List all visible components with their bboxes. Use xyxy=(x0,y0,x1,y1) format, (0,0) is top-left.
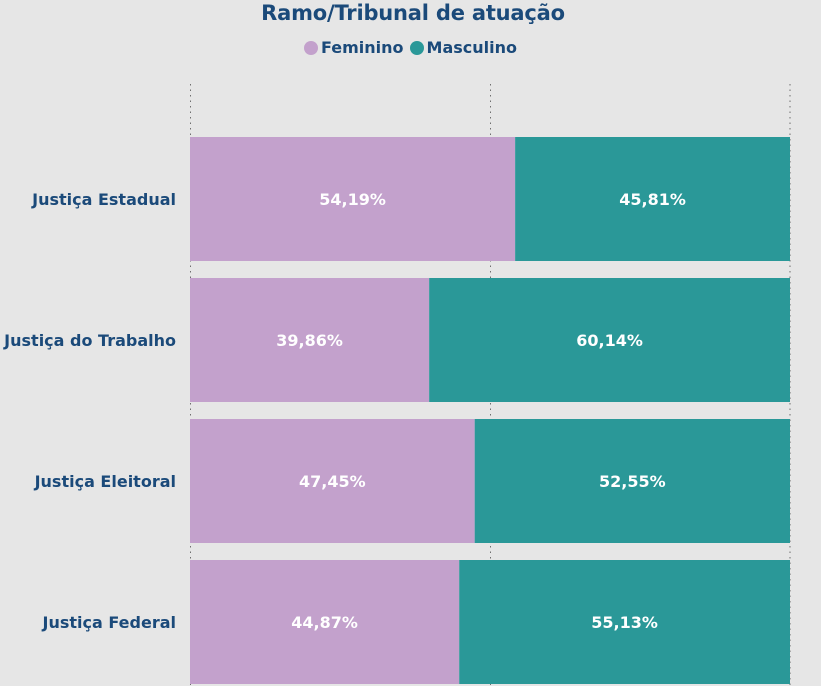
legend: Feminino Masculino xyxy=(0,38,821,57)
bar-feminino xyxy=(190,278,430,402)
legend-label-feminino: Feminino xyxy=(320,38,404,57)
category-label: Justiça do Trabalho xyxy=(3,331,176,350)
legend-label-masculino: Masculino xyxy=(426,38,517,57)
bar-masculino xyxy=(459,560,790,684)
legend-item-feminino[interactable]: Feminino xyxy=(303,38,404,57)
bar-masculino xyxy=(429,278,790,402)
data-label: 52,55% xyxy=(599,472,666,491)
legend-swatch-masculino xyxy=(409,40,424,55)
bar-feminino xyxy=(190,560,460,684)
data-label: 47,45% xyxy=(299,472,366,491)
bar-feminino xyxy=(190,419,475,543)
category-label: Justiça Estadual xyxy=(31,190,176,209)
data-label: 54,19% xyxy=(319,190,386,209)
legend-swatch-feminino xyxy=(303,40,318,55)
data-label: 39,86% xyxy=(276,331,343,350)
data-label: 60,14% xyxy=(576,331,643,350)
category-label: Justiça Eleitoral xyxy=(34,472,176,491)
bar-masculino xyxy=(515,137,790,261)
data-label: 44,87% xyxy=(291,613,358,632)
chart-title: Ramo/Tribunal de atuação xyxy=(261,1,565,25)
bar-masculino xyxy=(474,419,790,543)
category-label: Justiça Federal xyxy=(42,613,176,632)
data-label: 55,13% xyxy=(591,613,658,632)
bar-feminino xyxy=(190,137,516,261)
legend-item-masculino[interactable]: Masculino xyxy=(409,38,517,57)
data-label: 45,81% xyxy=(619,190,686,209)
